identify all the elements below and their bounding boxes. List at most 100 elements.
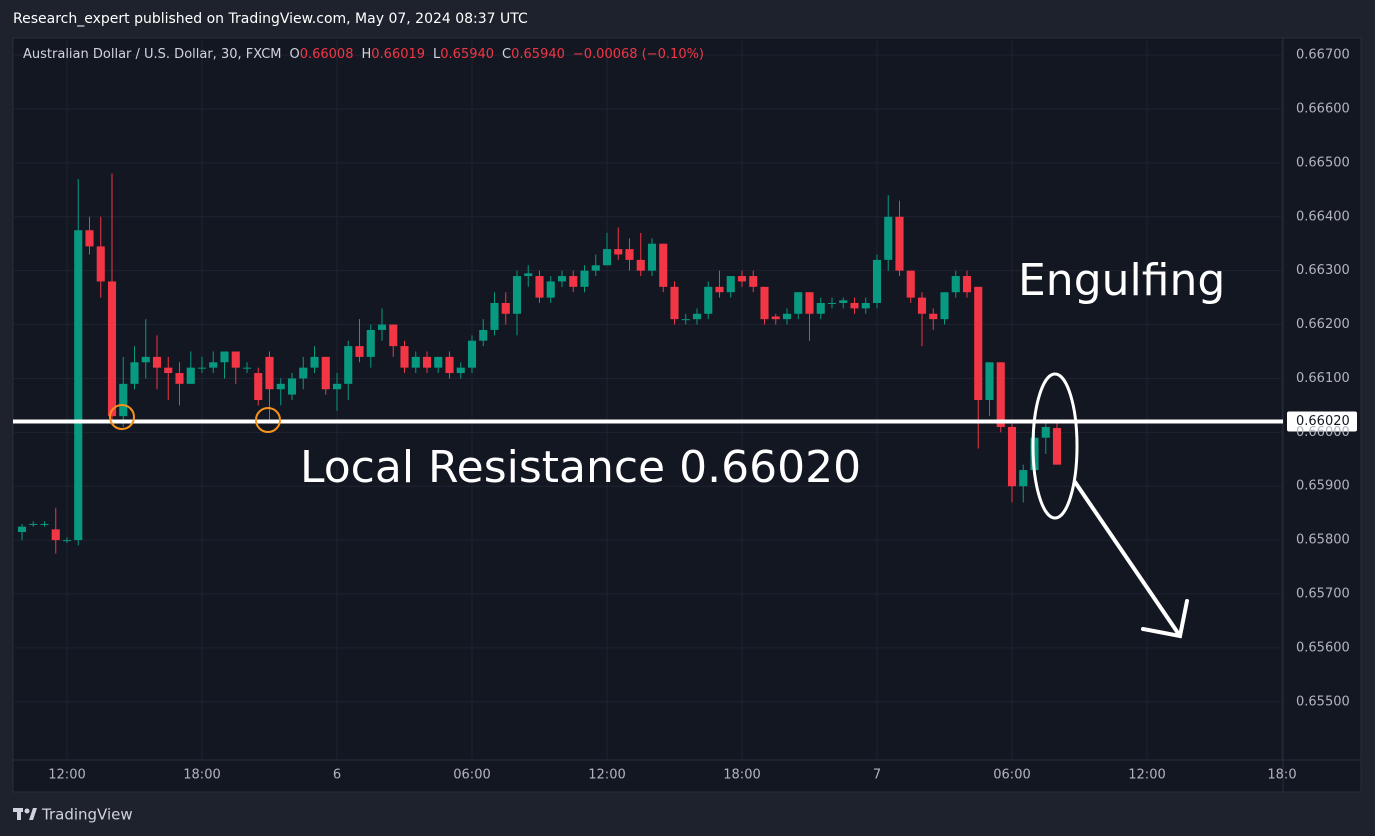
candle-body xyxy=(411,356,420,368)
candle-body xyxy=(164,367,173,374)
x-tick-label: 18:00 xyxy=(723,768,760,783)
candle-body xyxy=(726,276,735,293)
candle-body xyxy=(29,523,38,525)
candle-body xyxy=(456,367,465,374)
candle-body xyxy=(265,356,274,390)
candle-body xyxy=(591,265,600,271)
candle-body xyxy=(681,319,690,321)
candle-body xyxy=(74,230,83,541)
h-value: 0.66019 xyxy=(371,47,425,62)
c-value: 0.65940 xyxy=(511,47,565,62)
x-tick-label: 7 xyxy=(873,768,881,783)
y-tick-label: 0.66400 xyxy=(1296,209,1350,224)
candle-body xyxy=(625,249,634,260)
candle-body xyxy=(490,302,499,330)
footer-brand: TradingView xyxy=(41,806,133,824)
candle-body xyxy=(17,526,27,533)
candle-body xyxy=(299,367,308,379)
candle-body xyxy=(355,346,364,357)
candle-body xyxy=(715,286,724,293)
candle-body xyxy=(119,383,128,417)
marker-circle xyxy=(255,407,281,433)
candle-body xyxy=(366,329,375,357)
h-label: H xyxy=(361,47,371,62)
candle-body xyxy=(197,367,207,369)
o-value: 0.66008 xyxy=(300,47,354,62)
candle-body xyxy=(827,302,837,304)
candle-body xyxy=(175,373,184,384)
candle-body xyxy=(647,243,657,271)
candle-body xyxy=(276,383,285,390)
candle-body xyxy=(557,276,567,282)
candle-body xyxy=(332,383,342,390)
candle-body xyxy=(479,329,488,341)
candle-body xyxy=(996,362,1005,427)
candle-body xyxy=(602,249,612,266)
arrow xyxy=(1073,480,1189,639)
candle-body xyxy=(737,276,747,282)
x-tick-label: 12:00 xyxy=(1128,768,1165,783)
candle-body xyxy=(861,302,870,309)
x-tick-label: 06:00 xyxy=(993,768,1030,783)
annotation: Engulfing xyxy=(1018,255,1225,306)
candle-body xyxy=(794,292,803,314)
candle-body xyxy=(242,367,252,369)
legend: Australian Dollar / U.S. Dollar, 30, FXC… xyxy=(23,47,704,62)
y-tick-label: 0.65800 xyxy=(1296,533,1350,548)
change: −0.00068 (−0.10%) xyxy=(573,47,704,62)
candle-body xyxy=(760,286,769,320)
candle-body xyxy=(422,356,432,368)
candle-body xyxy=(985,362,994,400)
candle-body xyxy=(659,243,668,287)
candle-body xyxy=(782,313,792,320)
candle-body xyxy=(569,276,578,287)
candle-body xyxy=(974,286,983,400)
candle-body xyxy=(512,276,522,314)
candle-body xyxy=(62,540,72,542)
price-label-box xyxy=(1287,411,1357,432)
y-tick-label: 0.66200 xyxy=(1296,317,1350,332)
candle-body xyxy=(501,302,510,314)
candle-body xyxy=(40,523,49,525)
candle-body xyxy=(254,373,263,400)
candle-body xyxy=(130,362,139,384)
candle-body xyxy=(895,216,904,271)
candle-body xyxy=(85,230,94,247)
candle-body xyxy=(692,313,702,320)
candle-body xyxy=(962,276,972,293)
candle-body xyxy=(839,300,848,303)
candle-body xyxy=(107,281,117,417)
candle-body xyxy=(445,356,454,374)
candle-body xyxy=(377,324,387,330)
x-tick-label: 18:0 xyxy=(1267,768,1296,783)
price-label: 0.66020 xyxy=(1296,414,1350,429)
y-tick-label: 0.66500 xyxy=(1296,155,1350,170)
candle-body xyxy=(917,297,927,314)
candle-body xyxy=(1019,470,1028,487)
candle-body xyxy=(152,356,162,368)
candle-body xyxy=(884,216,893,260)
candle-body xyxy=(805,292,814,314)
candle-body xyxy=(141,356,150,363)
candle-body xyxy=(467,340,477,368)
candle-body xyxy=(1007,426,1017,487)
candle-body xyxy=(546,281,555,298)
candle-body xyxy=(906,270,915,298)
candle-body xyxy=(872,259,882,303)
y-tick-label: 0.65500 xyxy=(1296,694,1350,709)
candle-body xyxy=(771,316,780,320)
candle-body xyxy=(929,313,938,320)
candle-body xyxy=(704,286,713,314)
logo xyxy=(13,808,37,820)
y-tick-label: 0.66700 xyxy=(1296,48,1350,63)
pane xyxy=(12,37,1362,793)
candle-body xyxy=(580,270,589,287)
highlight-ellipse xyxy=(1031,372,1079,520)
o-label: O xyxy=(289,47,299,62)
symbol: Australian Dollar / U.S. Dollar, 30, FXC… xyxy=(23,47,281,62)
x-tick-label: 18:00 xyxy=(183,768,220,783)
candle-body xyxy=(287,378,297,395)
c-label: C xyxy=(502,47,511,62)
